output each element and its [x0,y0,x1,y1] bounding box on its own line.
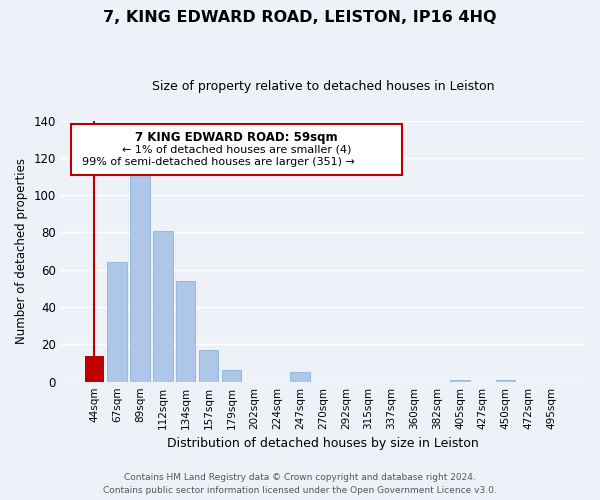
Bar [222,370,241,382]
Bar [130,173,150,382]
Title: Size of property relative to detached houses in Leiston: Size of property relative to detached ho… [152,80,494,93]
Y-axis label: Number of detached properties: Number of detached properties [15,158,28,344]
X-axis label: Distribution of detached houses by size in Leiston: Distribution of detached houses by size … [167,437,479,450]
Bar [153,230,173,382]
Bar [290,372,310,382]
Bar [85,356,104,382]
Bar [199,350,218,382]
Bar [496,380,515,382]
Bar [451,380,470,382]
Text: 7 KING EDWARD ROAD: 59sqm: 7 KING EDWARD ROAD: 59sqm [135,131,338,144]
Text: 7, KING EDWARD ROAD, LEISTON, IP16 4HQ: 7, KING EDWARD ROAD, LEISTON, IP16 4HQ [103,10,497,25]
Text: 99% of semi-detached houses are larger (351) →: 99% of semi-detached houses are larger (… [82,157,355,167]
Text: ← 1% of detached houses are smaller (4): ← 1% of detached houses are smaller (4) [122,144,351,154]
Text: Contains HM Land Registry data © Crown copyright and database right 2024.
Contai: Contains HM Land Registry data © Crown c… [103,473,497,495]
Bar [107,262,127,382]
FancyBboxPatch shape [71,124,401,176]
Bar [176,281,196,382]
